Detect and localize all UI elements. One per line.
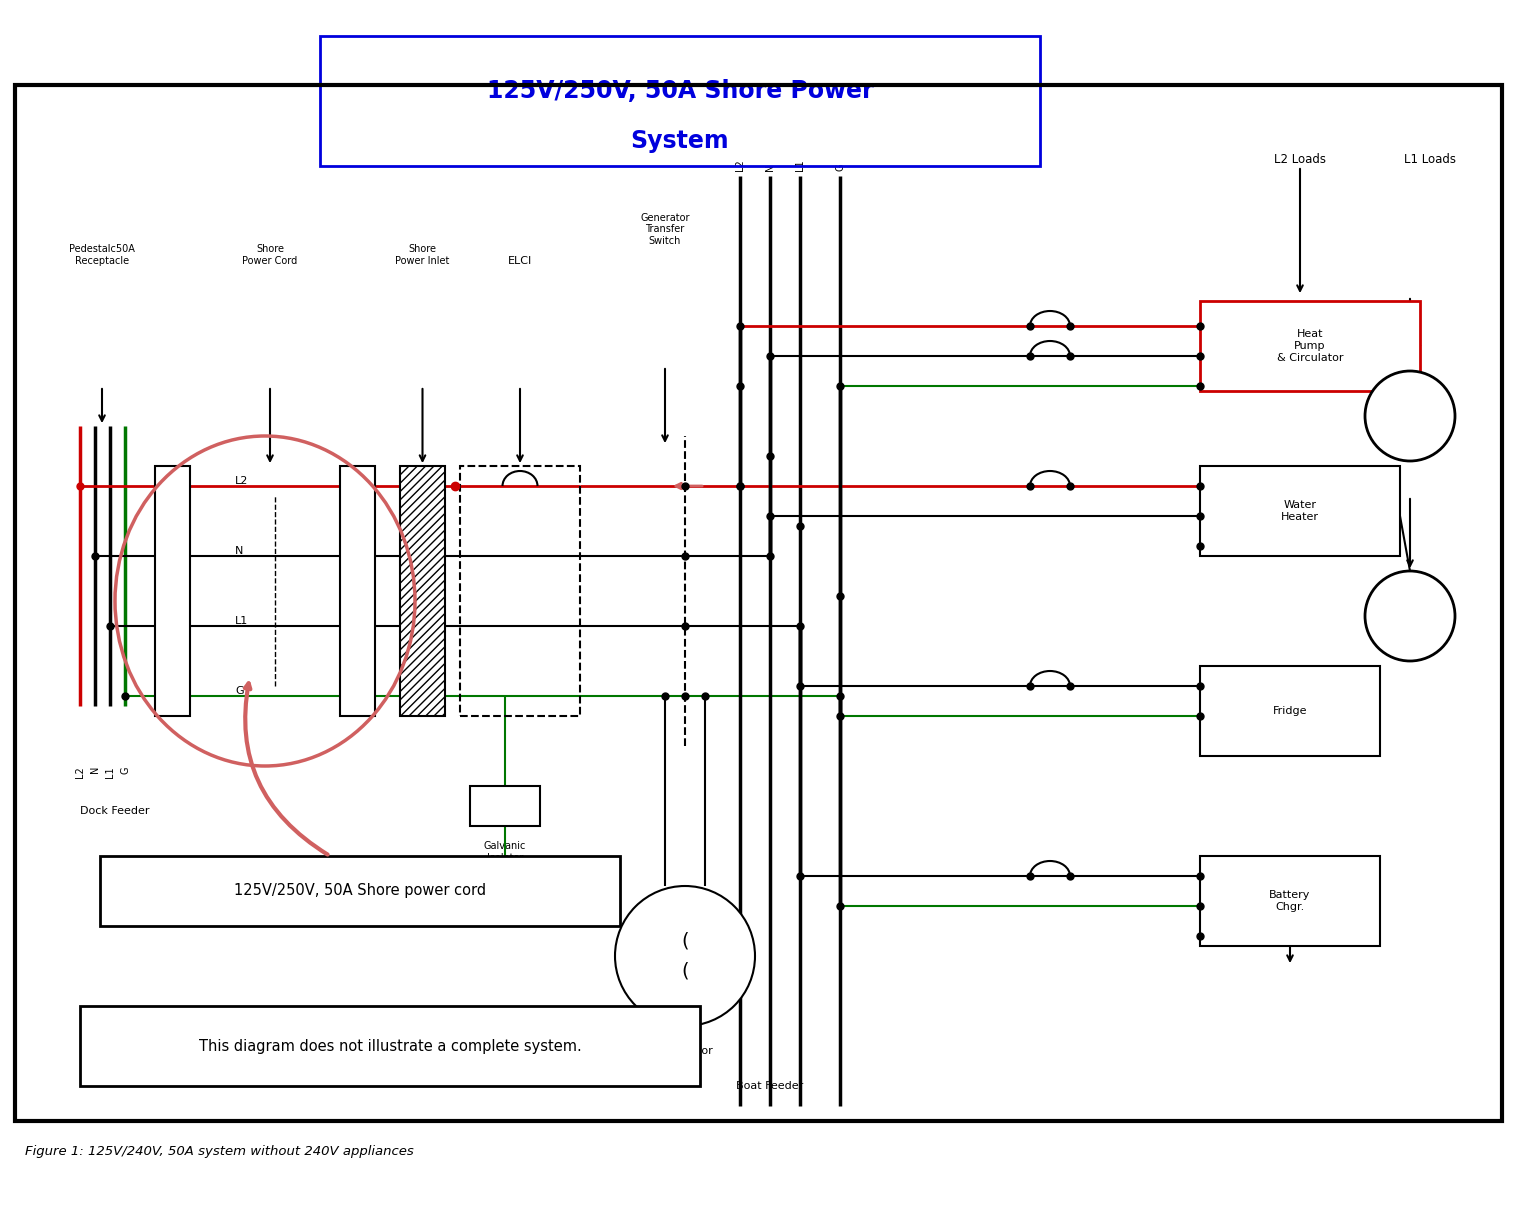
Text: G: G [836, 164, 845, 171]
Text: Shore
Power Cord: Shore Power Cord [242, 245, 298, 267]
Text: L2: L2 [75, 766, 85, 778]
Bar [400, 466, 444, 716]
Bar [81, 1006, 700, 1085]
Text: Heat
Pump
& Circulator: Heat Pump & Circulator [1277, 329, 1344, 363]
Bar [1199, 666, 1380, 756]
Circle shape [1365, 371, 1455, 461]
Text: L1 Loads: L1 Loads [1403, 153, 1457, 166]
Text: Dock Feeder: Dock Feeder [81, 806, 149, 816]
Bar [155, 466, 190, 716]
Bar [100, 856, 619, 926]
Text: 125V/250V, 50A Shore power cord: 125V/250V, 50A Shore power cord [234, 884, 486, 898]
Text: This diagram does not illustrate a complete system.: This diagram does not illustrate a compl… [199, 1038, 581, 1054]
Bar [1199, 466, 1400, 556]
Text: G: G [234, 686, 244, 696]
Text: (: ( [682, 931, 689, 950]
Text: Battery
Chgr.: Battery Chgr. [1269, 890, 1310, 912]
Text: L1: L1 [105, 766, 116, 778]
Bar [470, 786, 540, 826]
Text: L2: L2 [735, 159, 744, 171]
Bar [1199, 302, 1420, 391]
Text: Water
Heater: Water Heater [1282, 500, 1320, 522]
Bar [1199, 856, 1380, 946]
Text: Boat Feeder: Boat Feeder [737, 1081, 804, 1091]
Bar [460, 466, 580, 716]
Text: N: N [234, 546, 244, 556]
Bar [320, 36, 1040, 166]
Bar [339, 466, 374, 716]
Text: L1: L1 [234, 616, 248, 626]
Text: Galvanic
Isolator: Galvanic Isolator [484, 841, 527, 862]
Text: G: G [120, 766, 129, 773]
Text: ELCI: ELCI [508, 256, 533, 267]
Text: Generator: Generator [656, 1046, 714, 1056]
Text: (: ( [682, 961, 689, 980]
Bar [15, 84, 1502, 1122]
Text: Fridge: Fridge [1272, 706, 1307, 716]
Text: L1: L1 [794, 159, 805, 171]
Text: N: N [766, 164, 775, 171]
Text: Shore
Power Inlet: Shore Power Inlet [396, 245, 449, 267]
Text: System: System [630, 129, 729, 153]
Text: N: N [90, 766, 100, 773]
Text: 125V/250V, 50A Shore Power: 125V/250V, 50A Shore Power [487, 80, 874, 103]
Text: Figure 1: 125V/240V, 50A system without 240V appliances: Figure 1: 125V/240V, 50A system without … [24, 1144, 414, 1158]
Text: Generator
Transfer
Switch: Generator Transfer Switch [641, 212, 689, 246]
Text: Pedestalc50A
Receptacle: Pedestalc50A Receptacle [68, 245, 135, 267]
Circle shape [615, 886, 755, 1026]
Text: L2: L2 [234, 476, 248, 486]
Text: L2 Loads: L2 Loads [1274, 153, 1326, 166]
Circle shape [1365, 570, 1455, 661]
